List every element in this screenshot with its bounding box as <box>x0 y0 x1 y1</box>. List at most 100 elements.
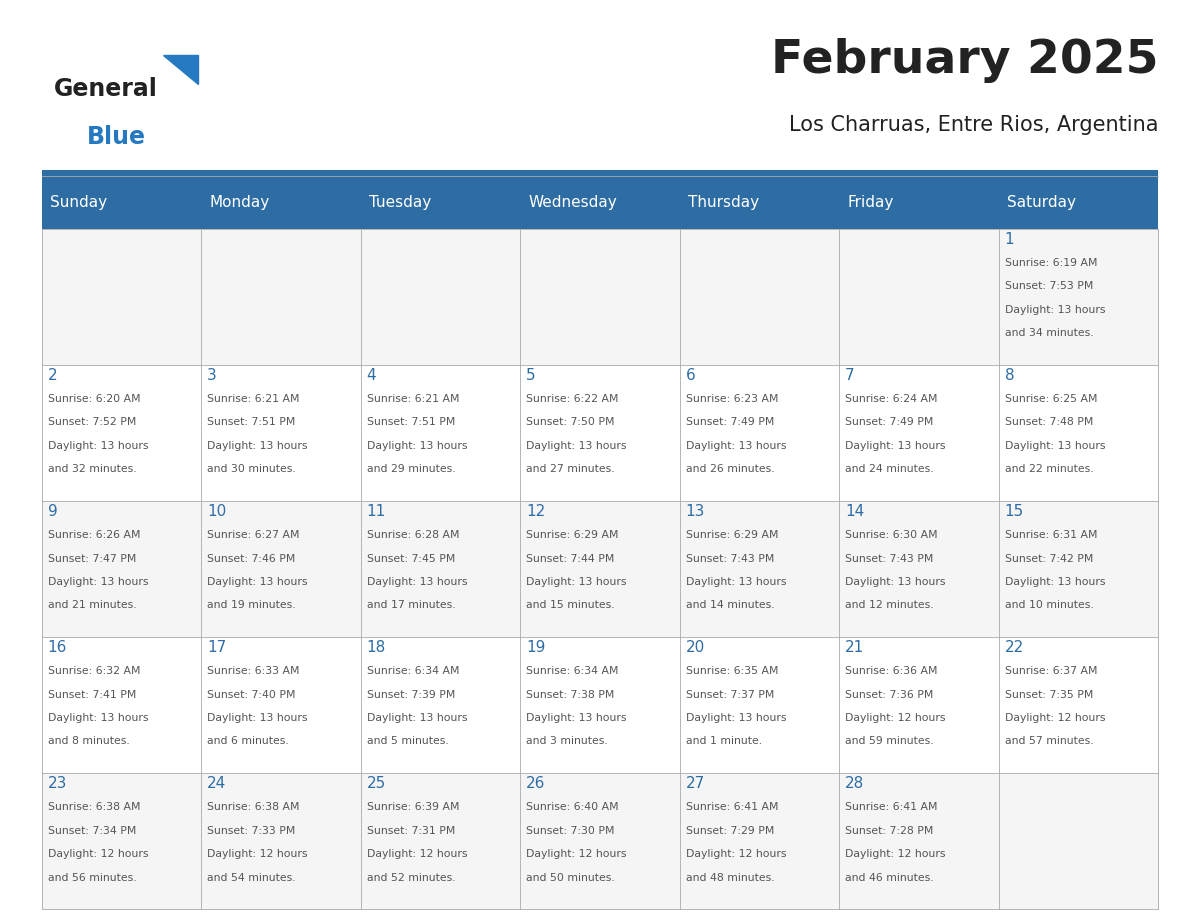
Bar <box>839 773 999 909</box>
Text: Daylight: 13 hours: Daylight: 13 hours <box>526 441 626 451</box>
Text: Sunrise: 6:25 AM: Sunrise: 6:25 AM <box>1005 394 1098 404</box>
Text: 19: 19 <box>526 641 545 655</box>
Text: Sunset: 7:44 PM: Sunset: 7:44 PM <box>526 554 614 564</box>
Bar <box>520 637 680 773</box>
Text: Sunrise: 6:31 AM: Sunrise: 6:31 AM <box>1005 530 1098 540</box>
Text: Monday: Monday <box>209 195 270 210</box>
Text: and 30 minutes.: and 30 minutes. <box>207 465 296 475</box>
Text: Sunrise: 6:30 AM: Sunrise: 6:30 AM <box>845 530 937 540</box>
Text: Sunset: 7:39 PM: Sunset: 7:39 PM <box>367 689 455 700</box>
Text: and 59 minutes.: and 59 minutes. <box>845 736 934 746</box>
Text: Sunset: 7:33 PM: Sunset: 7:33 PM <box>207 825 296 835</box>
Text: and 8 minutes.: and 8 minutes. <box>48 736 129 746</box>
Text: and 32 minutes.: and 32 minutes. <box>48 465 137 475</box>
Text: Daylight: 13 hours: Daylight: 13 hours <box>48 577 148 587</box>
Text: Daylight: 13 hours: Daylight: 13 hours <box>367 713 467 723</box>
Text: Sunset: 7:43 PM: Sunset: 7:43 PM <box>685 554 775 564</box>
Text: 22: 22 <box>1005 641 1024 655</box>
Text: Daylight: 12 hours: Daylight: 12 hours <box>367 849 467 859</box>
Bar <box>42 364 201 500</box>
Text: 25: 25 <box>367 777 386 791</box>
Text: Sunset: 7:28 PM: Sunset: 7:28 PM <box>845 825 934 835</box>
Text: 16: 16 <box>48 641 67 655</box>
Bar <box>520 364 680 500</box>
Text: 13: 13 <box>685 504 704 520</box>
Text: and 34 minutes.: and 34 minutes. <box>1005 329 1093 339</box>
Bar <box>999 637 1158 773</box>
Bar <box>42 637 201 773</box>
Text: Sunset: 7:51 PM: Sunset: 7:51 PM <box>367 418 455 428</box>
Text: and 57 minutes.: and 57 minutes. <box>1005 736 1093 746</box>
Text: and 22 minutes.: and 22 minutes. <box>1005 465 1093 475</box>
Text: and 56 minutes.: and 56 minutes. <box>48 872 137 882</box>
Text: Sunset: 7:40 PM: Sunset: 7:40 PM <box>207 689 296 700</box>
Text: 11: 11 <box>367 504 386 520</box>
Text: and 1 minute.: and 1 minute. <box>685 736 762 746</box>
Text: Daylight: 13 hours: Daylight: 13 hours <box>685 577 786 587</box>
Text: 8: 8 <box>1005 368 1015 384</box>
Text: Sunrise: 6:36 AM: Sunrise: 6:36 AM <box>845 666 937 676</box>
Text: Sunrise: 6:38 AM: Sunrise: 6:38 AM <box>48 802 140 812</box>
Bar <box>839 364 999 500</box>
Text: Sunrise: 6:37 AM: Sunrise: 6:37 AM <box>1005 666 1098 676</box>
Text: Sunset: 7:50 PM: Sunset: 7:50 PM <box>526 418 614 428</box>
Text: 1: 1 <box>1005 232 1015 247</box>
Text: Daylight: 13 hours: Daylight: 13 hours <box>845 577 946 587</box>
Text: Sunrise: 6:26 AM: Sunrise: 6:26 AM <box>48 530 140 540</box>
Text: Sunrise: 6:23 AM: Sunrise: 6:23 AM <box>685 394 778 404</box>
Text: Daylight: 13 hours: Daylight: 13 hours <box>1005 441 1105 451</box>
Text: Daylight: 13 hours: Daylight: 13 hours <box>367 577 467 587</box>
Bar <box>520 229 680 364</box>
Text: Sunset: 7:49 PM: Sunset: 7:49 PM <box>845 418 934 428</box>
Text: and 26 minutes.: and 26 minutes. <box>685 465 775 475</box>
Text: Sunrise: 6:29 AM: Sunrise: 6:29 AM <box>526 530 619 540</box>
Text: 3: 3 <box>207 368 216 384</box>
Bar <box>999 500 1158 637</box>
Text: Friday: Friday <box>847 195 893 210</box>
Text: 7: 7 <box>845 368 855 384</box>
Text: Daylight: 12 hours: Daylight: 12 hours <box>207 849 308 859</box>
Bar <box>999 229 1158 364</box>
Bar <box>361 364 520 500</box>
Text: Sunrise: 6:40 AM: Sunrise: 6:40 AM <box>526 802 619 812</box>
Text: Sunset: 7:36 PM: Sunset: 7:36 PM <box>845 689 934 700</box>
Bar <box>201 229 361 364</box>
Text: Sunrise: 6:28 AM: Sunrise: 6:28 AM <box>367 530 459 540</box>
Text: Daylight: 13 hours: Daylight: 13 hours <box>367 441 467 451</box>
Text: Daylight: 12 hours: Daylight: 12 hours <box>685 849 786 859</box>
Text: Sunset: 7:42 PM: Sunset: 7:42 PM <box>1005 554 1093 564</box>
Text: 9: 9 <box>48 504 57 520</box>
Text: Daylight: 13 hours: Daylight: 13 hours <box>207 441 308 451</box>
Text: Sunrise: 6:29 AM: Sunrise: 6:29 AM <box>685 530 778 540</box>
Text: and 17 minutes.: and 17 minutes. <box>367 600 455 610</box>
Text: General: General <box>53 77 157 101</box>
Text: 4: 4 <box>367 368 377 384</box>
Text: Sunrise: 6:32 AM: Sunrise: 6:32 AM <box>48 666 140 676</box>
Text: 6: 6 <box>685 368 695 384</box>
Text: and 19 minutes.: and 19 minutes. <box>207 600 296 610</box>
Text: and 48 minutes.: and 48 minutes. <box>685 872 775 882</box>
Text: 17: 17 <box>207 641 226 655</box>
Text: Sunrise: 6:41 AM: Sunrise: 6:41 AM <box>685 802 778 812</box>
Text: Wednesday: Wednesday <box>529 195 618 210</box>
Text: Sunrise: 6:34 AM: Sunrise: 6:34 AM <box>526 666 619 676</box>
Text: 14: 14 <box>845 504 865 520</box>
Text: Sunrise: 6:33 AM: Sunrise: 6:33 AM <box>207 666 299 676</box>
Text: Sunset: 7:49 PM: Sunset: 7:49 PM <box>685 418 775 428</box>
Text: Sunrise: 6:38 AM: Sunrise: 6:38 AM <box>207 802 299 812</box>
Bar <box>680 500 839 637</box>
Bar <box>680 229 839 364</box>
Bar <box>201 500 361 637</box>
Text: Daylight: 13 hours: Daylight: 13 hours <box>207 577 308 587</box>
Text: Sunset: 7:48 PM: Sunset: 7:48 PM <box>1005 418 1093 428</box>
Text: Sunset: 7:34 PM: Sunset: 7:34 PM <box>48 825 135 835</box>
Text: Daylight: 13 hours: Daylight: 13 hours <box>845 441 946 451</box>
Text: and 6 minutes.: and 6 minutes. <box>207 736 289 746</box>
Text: Daylight: 12 hours: Daylight: 12 hours <box>845 849 946 859</box>
Bar <box>680 637 839 773</box>
Text: Sunset: 7:45 PM: Sunset: 7:45 PM <box>367 554 455 564</box>
Bar <box>42 170 1158 176</box>
Bar <box>839 229 999 364</box>
Bar <box>201 773 361 909</box>
Text: Sunrise: 6:21 AM: Sunrise: 6:21 AM <box>367 394 459 404</box>
